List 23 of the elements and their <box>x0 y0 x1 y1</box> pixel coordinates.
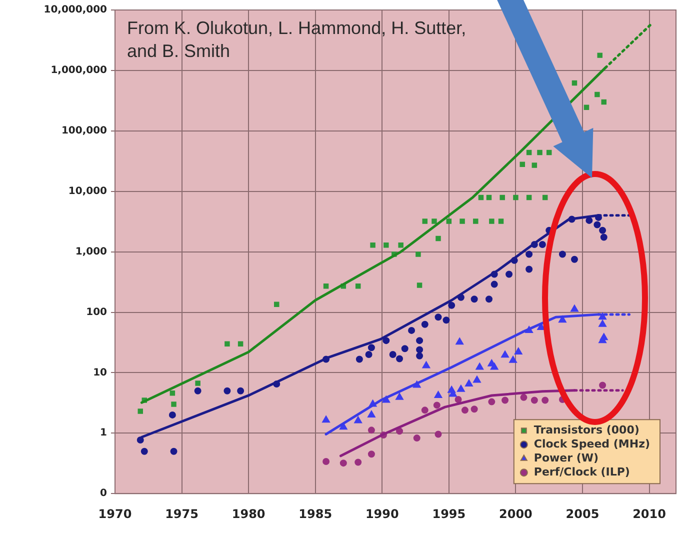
x-tick-label: 1975 <box>165 506 198 521</box>
legend-label: Power (W) <box>534 451 599 464</box>
y-tick-label: 100,000 <box>61 125 108 136</box>
x-tick-label: 1990 <box>365 506 399 521</box>
legend-label: Clock Speed (MHz) <box>534 437 650 450</box>
annotation: From K. Olukotun, L. Hammond, H. Sutter, and B. Smith <box>127 18 466 61</box>
y-tick-label: 0 <box>100 488 108 500</box>
x-tick-label: 2010 <box>632 506 666 521</box>
x-tick-label: 2005 <box>566 506 600 521</box>
y-tick-label: 10,000 <box>68 186 108 197</box>
y-tick-label: 1,000,000 <box>50 65 108 76</box>
x-tick-label: 1995 <box>432 506 466 521</box>
x-tick-label: 1980 <box>232 506 266 521</box>
y-tick-label: 1,000 <box>75 246 108 258</box>
y-tick-label: 1 <box>100 428 108 439</box>
y-tick-label: 100 <box>86 306 108 318</box>
x-tick-label: 2000 <box>499 506 532 521</box>
y-tick-label: 10,000,000 <box>44 4 108 16</box>
legend-label: Transistors (000) <box>534 423 640 436</box>
x-tick-label: 1970 <box>98 506 132 521</box>
y-tick-label: 10 <box>93 367 108 378</box>
x-tick-label: 1985 <box>298 506 332 521</box>
legend-label: Perf/Clock (ILP) <box>534 465 630 478</box>
